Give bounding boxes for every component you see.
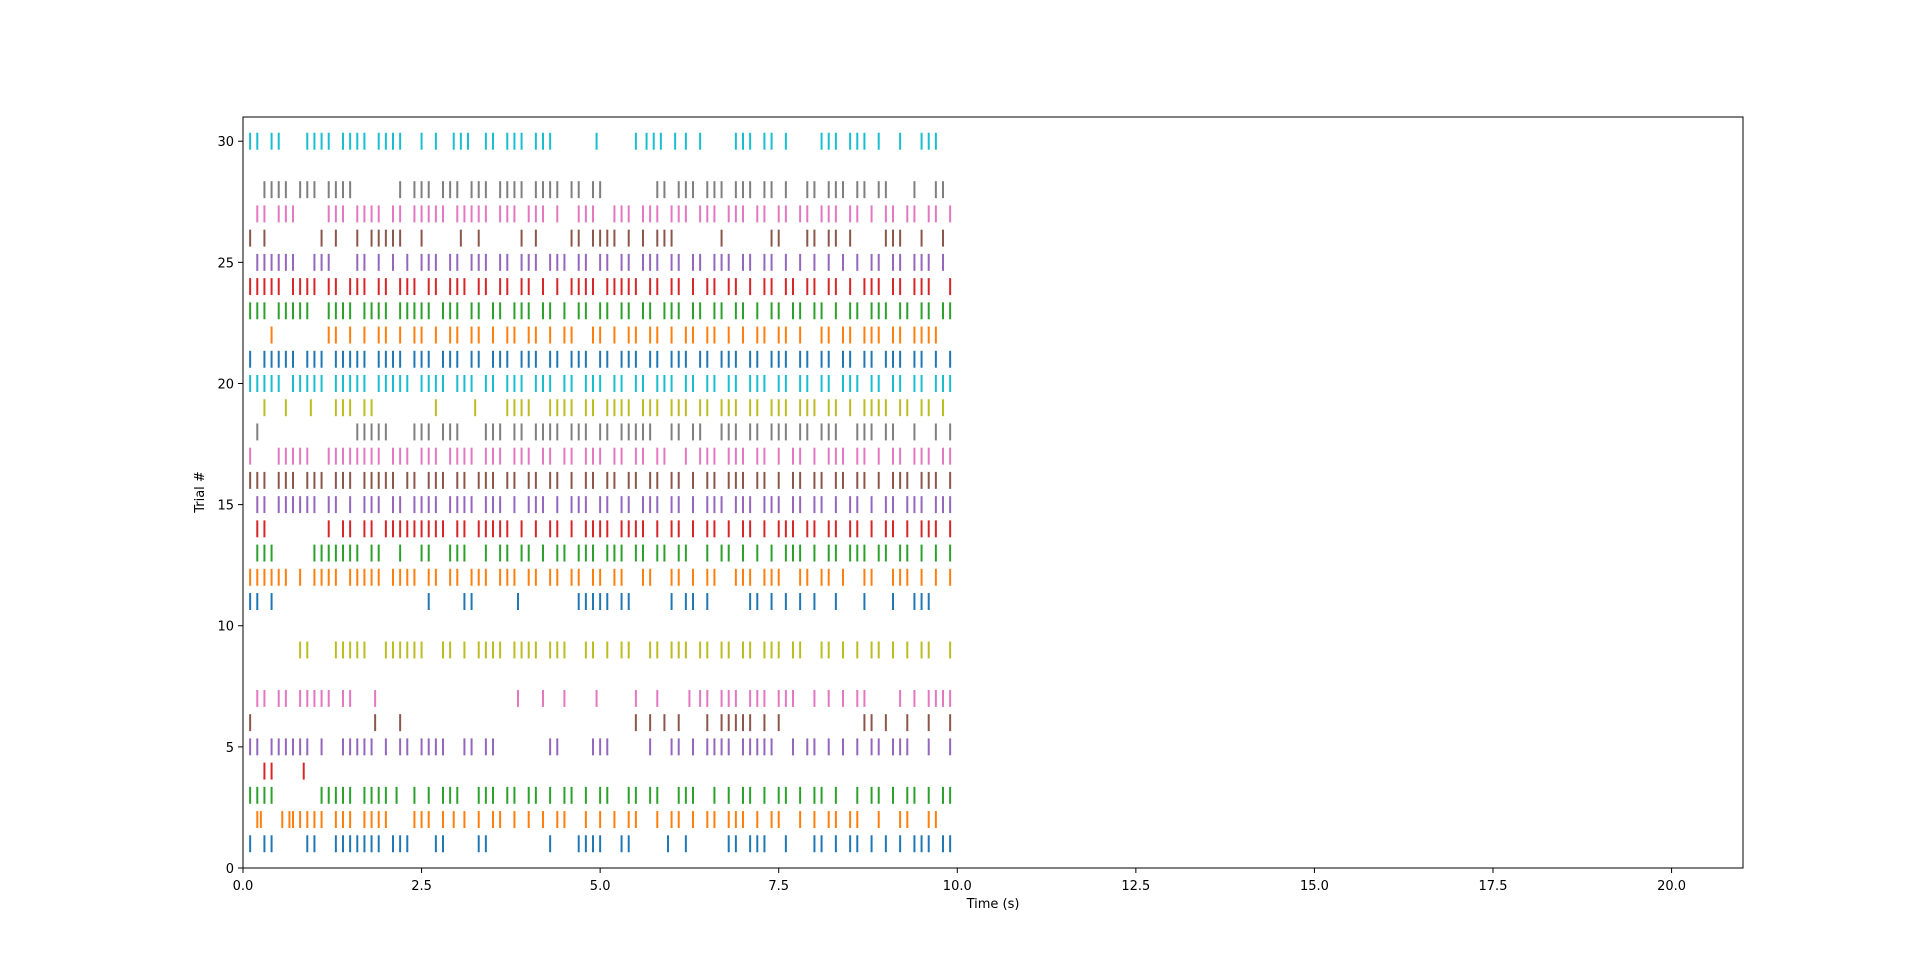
event-row <box>256 811 937 829</box>
y-tick-label: 10 <box>217 620 234 635</box>
event-row <box>256 253 944 271</box>
event-row <box>263 181 944 199</box>
event-row <box>256 544 952 562</box>
x-tick-label: 12.5 <box>1121 879 1150 894</box>
event-row <box>256 689 952 707</box>
x-tick-label: 0.0 <box>233 879 254 894</box>
event-row <box>249 229 944 247</box>
y-tick-label: 0 <box>226 862 234 877</box>
x-tick-label: 2.5 <box>411 879 432 894</box>
event-row <box>299 641 952 659</box>
event-row <box>249 714 952 732</box>
event-row <box>249 302 952 320</box>
event-row <box>249 375 952 392</box>
x-axis-label: Time (s) <box>966 897 1020 912</box>
event-row <box>249 132 937 150</box>
x-tick-label: 10.0 <box>943 879 972 894</box>
event-row <box>249 738 952 756</box>
x-tick-label: 20.0 <box>1657 879 1686 894</box>
event-row <box>249 278 952 296</box>
event-row <box>249 786 952 804</box>
x-axis-ticks: 0.0 2.5 5.0 7.5 10.0 12.5 15.0 17.5 20.0 <box>233 868 1686 894</box>
y-tick-label: 5 <box>226 741 234 756</box>
event-row <box>249 835 952 853</box>
event-row <box>249 350 952 368</box>
event-row <box>249 568 952 586</box>
event-row <box>263 399 944 417</box>
y-axis-ticks: 0 5 10 15 20 25 30 <box>217 135 243 877</box>
event-row <box>263 762 305 780</box>
y-tick-label: 20 <box>217 377 234 392</box>
x-tick-label: 17.5 <box>1479 879 1508 894</box>
event-row <box>256 423 952 441</box>
event-row <box>256 520 952 538</box>
events-layer <box>249 132 952 853</box>
event-row <box>256 496 952 514</box>
x-tick-label: 5.0 <box>590 879 611 894</box>
x-tick-label: 15.0 <box>1300 879 1329 894</box>
event-row <box>249 471 952 489</box>
event-row <box>249 593 930 610</box>
y-tick-label: 25 <box>217 256 234 271</box>
y-axis-label: Trial # <box>193 471 208 514</box>
event-row <box>249 447 952 465</box>
event-row <box>256 205 952 223</box>
plot-frame <box>242 116 1744 869</box>
event-row <box>270 326 937 344</box>
y-tick-label: 30 <box>217 135 234 150</box>
y-tick-label: 15 <box>217 499 234 514</box>
x-tick-label: 7.5 <box>768 879 789 894</box>
